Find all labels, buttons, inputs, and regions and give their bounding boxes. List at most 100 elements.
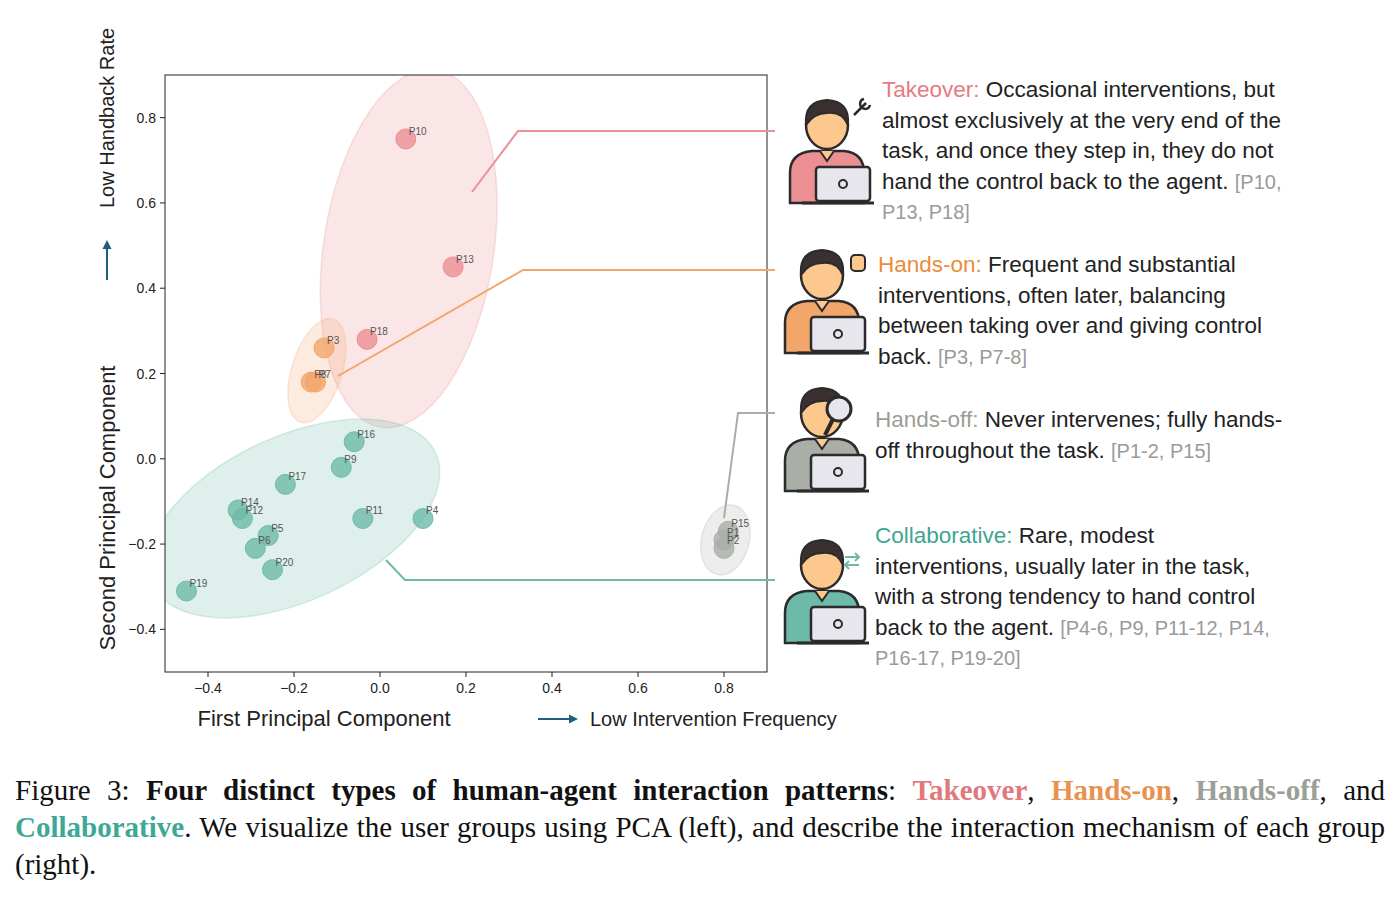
- icon-laptop-base: [797, 490, 869, 493]
- x-axis-title: First Principal Component: [197, 706, 450, 731]
- x-tick: [466, 672, 467, 677]
- caption-segment: Figure 3:: [15, 774, 146, 806]
- group-participants: [P1-2, P15]: [1111, 440, 1211, 462]
- icon-laptop: [811, 607, 865, 641]
- point-label: P5: [271, 523, 284, 534]
- icon-hair: [801, 250, 843, 275]
- icon-neck: [820, 151, 834, 161]
- point-label: P3: [327, 335, 340, 346]
- x-tick-label: −0.2: [280, 680, 308, 696]
- x-tick: [208, 672, 209, 677]
- icon-logo: [834, 330, 842, 338]
- y-tick: [160, 458, 165, 459]
- icon-logo: [834, 620, 842, 628]
- icon-hair: [806, 100, 848, 125]
- group-description: Collaborative: Rare, modest intervention…: [875, 521, 1287, 674]
- y-tick-label: 0.2: [137, 366, 157, 382]
- icon-magnifier-handle: [825, 419, 833, 435]
- point-label: P11: [366, 505, 383, 516]
- icon-head: [806, 101, 848, 149]
- y-arrow: [106, 246, 108, 280]
- point-label: P4: [426, 505, 439, 516]
- icon-wrench: [854, 99, 870, 115]
- caption-segment: Four distinct types of human-agent inter…: [146, 774, 888, 806]
- icon-head: [801, 541, 843, 589]
- plot-frame: [165, 75, 767, 672]
- y-tick: [160, 373, 165, 374]
- icon-laptop: [816, 167, 870, 201]
- group-heading: Takeover:: [882, 77, 980, 102]
- point-label: P6: [258, 535, 271, 546]
- point-labels: P10P13P18P3P8P7P15P1P2P16P9P17P14P12P5P6…: [190, 126, 750, 589]
- icon-laptop: [811, 317, 865, 351]
- icon-magnifier: [827, 397, 851, 421]
- point-label: P12: [245, 505, 263, 516]
- y-tick: [160, 288, 165, 289]
- group-heading: Collaborative:: [875, 523, 1013, 548]
- x-annotation: Low Intervention Frequency: [590, 708, 837, 730]
- icon-neck: [815, 439, 829, 449]
- y-tick: [160, 117, 165, 118]
- caption-segment: Takeover: [912, 774, 1027, 806]
- group-participants: [P3, P7-8]: [938, 346, 1027, 368]
- x-tick-label: 0.6: [628, 680, 648, 696]
- person-icon: [790, 99, 874, 203]
- connector: [724, 413, 775, 518]
- icon-neck: [815, 591, 829, 601]
- group-heading: Hands-off:: [875, 407, 978, 432]
- x-arrow-head: [569, 715, 578, 724]
- icon-laptop-base: [802, 202, 874, 205]
- x-tick-label: −0.4: [194, 680, 222, 696]
- caption-segment: :: [888, 774, 912, 806]
- x-tick: [552, 672, 553, 677]
- caption-segment: Hands-off: [1195, 774, 1319, 806]
- y-arrow-head: [103, 240, 112, 249]
- icon-hand: [851, 255, 865, 271]
- icon-logo: [839, 180, 847, 188]
- group-ellipse: [165, 378, 470, 659]
- x-tick-label: 0.2: [456, 680, 476, 696]
- y-tick: [160, 629, 165, 630]
- caption-segment: . We visualize the user groups using PCA…: [15, 811, 1385, 880]
- caption: Figure 3: Four distinct types of human-a…: [15, 772, 1385, 883]
- icon-laptop-base: [797, 642, 869, 645]
- icon-hair: [801, 540, 843, 565]
- icon-head: [801, 251, 843, 299]
- y-tick-label: −0.2: [128, 536, 156, 552]
- point-label: P2: [727, 535, 740, 546]
- person-icon: [785, 540, 869, 643]
- x-tick-label: 0.8: [714, 680, 734, 696]
- x-tick: [380, 672, 381, 677]
- point-label: P18: [370, 326, 388, 337]
- x-tick: [294, 672, 295, 677]
- y-tick-label: 0.0: [137, 451, 157, 467]
- caption-segment: , and: [1320, 774, 1385, 806]
- y-axis-title: Second Principal Component: [95, 366, 120, 651]
- x-tick-label: 0.0: [370, 680, 390, 696]
- group-description: Hands-off: Never intervenes; fully hands…: [875, 405, 1287, 466]
- y-tick: [160, 202, 165, 203]
- axes: −0.4−0.20.00.20.40.60.8−0.4−0.20.00.20.4…: [128, 110, 734, 696]
- caption-segment: ,: [1027, 774, 1051, 806]
- x-tick-label: 0.4: [542, 680, 562, 696]
- point-label: P13: [456, 254, 474, 265]
- group-description: Hands-on: Frequent and substantial inter…: [878, 250, 1290, 372]
- y-tick: [160, 544, 165, 545]
- plot-area: [165, 75, 757, 659]
- y-tick-label: −0.4: [128, 621, 156, 637]
- y-annotation: Low Handback Rate: [96, 28, 118, 208]
- x-tick: [638, 672, 639, 677]
- caption-segment: Collaborative: [15, 811, 184, 843]
- person-icon: [785, 388, 869, 491]
- connector: [472, 131, 775, 192]
- caption-segment: ,: [1172, 774, 1196, 806]
- point-label: P20: [276, 557, 294, 568]
- point-label: P19: [190, 578, 208, 589]
- point-label: P10: [409, 126, 427, 137]
- caption-segment: Hands-on: [1051, 774, 1172, 806]
- point-label: P16: [357, 429, 375, 440]
- point-label: P17: [288, 471, 306, 482]
- icon-neck: [815, 301, 829, 311]
- y-tick-label: 0.8: [137, 110, 157, 126]
- person-icon: [785, 250, 869, 353]
